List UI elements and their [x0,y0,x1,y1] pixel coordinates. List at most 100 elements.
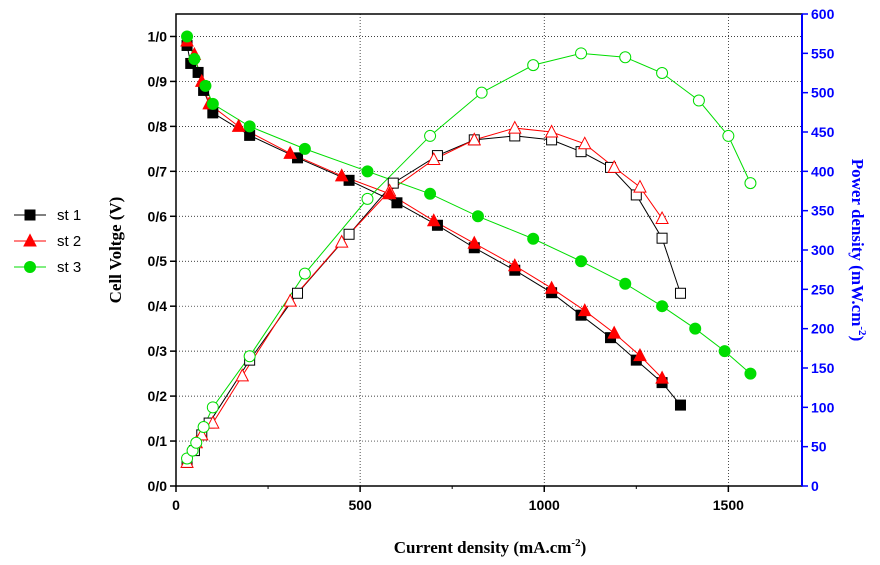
voltage-line-st-3 [186,36,751,374]
voltage-point-st-2 [283,145,297,159]
power-line-st-1 [186,135,681,463]
power-point-st-2 [235,368,250,382]
power-point-st-1 [674,287,686,299]
legend-label-st-2: st 2 [57,233,81,250]
voltage-point-st-3 [619,277,632,290]
y-left-tick-label: 0/1 [148,433,168,449]
voltage-point-st-3 [243,120,256,133]
voltage-point-st-3 [188,52,201,65]
voltage-point-st-2 [633,348,647,362]
voltage-point-st-3 [656,300,669,313]
power-point-st-3 [575,47,588,60]
voltage-point-st-2 [467,235,482,249]
y-left-tick-label: 0/4 [148,298,168,314]
power-point-st-3 [692,94,705,107]
y-left-tick-label: 0/8 [148,118,168,134]
power-line-st-3 [186,52,751,459]
y-left-tick-label: 0/2 [148,388,168,404]
x-axis: 0 500 1000 1500 [172,486,744,513]
voltage-point-st-3 [744,367,757,380]
power-point-st-3 [722,129,735,142]
power-point-st-3 [527,59,540,72]
power-point-st-2 [426,151,441,166]
power-point-st-3 [190,436,203,449]
x-tick-label: 500 [348,497,372,513]
legend: st 1 st 2 st 3 [14,207,81,276]
y-right-tick-label: 300 [811,242,835,258]
voltage-point-st-3 [689,322,702,335]
power-point-st-3 [424,129,437,142]
y-right-tick-label: 600 [811,6,835,22]
voltage-point-st-2 [334,168,349,182]
y-axis-left-title: Cell Voltge (V) [106,197,125,304]
power-point-st-2 [334,234,349,248]
voltage-point-st-3 [181,30,194,43]
y-left-tick-label: 0/5 [148,253,168,269]
power-point-st-1 [387,177,399,189]
power-point-st-2 [283,293,297,307]
voltage-point-st-3 [575,255,588,268]
voltage-point-st-2 [507,258,522,272]
legend-label-st-1: st 1 [57,207,81,224]
y-right-tick-label: 450 [811,124,835,140]
series-markers [180,30,757,468]
voltage-point-st-3 [471,210,484,223]
voltage-point-st-1 [192,66,204,78]
power-point-st-1 [343,228,355,240]
x-tick-label: 0 [172,497,180,513]
voltage-point-st-3 [361,165,374,178]
legend-label-st-3: st 3 [57,259,81,276]
voltage-point-st-2 [577,303,592,317]
y-left-tick-label: 0/9 [148,73,168,89]
y-right-tick-label: 400 [811,163,835,179]
x-tick-label: 1500 [713,497,744,513]
voltage-point-st-3 [424,187,437,200]
voltage-point-st-1 [391,197,403,209]
y-right-tick-label: 150 [811,360,835,376]
y-right-tick-label: 200 [811,321,835,337]
y-left-tick-label: 0/0 [148,478,168,494]
power-point-st-3 [243,350,256,363]
voltage-point-st-1 [674,399,686,411]
y-right-tick-label: 50 [811,439,827,455]
y-left-tick-label: 0/7 [148,163,168,179]
y-left-tick-label: 0/6 [148,208,168,224]
legend-marker-st-2 [23,233,37,247]
y-left-tick-label: 0/3 [148,343,168,359]
power-point-st-3 [197,421,210,433]
voltage-point-st-2 [544,280,559,294]
power-point-st-3 [361,192,374,205]
voltage-point-st-2 [655,370,669,384]
y-right-tick-label: 550 [811,45,835,61]
voltage-point-st-3 [206,97,219,110]
voltage-point-st-3 [199,79,212,92]
y-axis-right: 0 50 100 150 200 250 300 350 400 450 500 550 600 [802,6,835,494]
power-point-st-3 [206,401,219,414]
series-lines [186,36,751,463]
voltage-point-st-2 [426,213,441,227]
y-right-tick-label: 250 [811,281,835,297]
power-point-st-2 [577,136,592,150]
power-point-st-3 [475,86,488,99]
y-right-tick-label: 0 [811,478,819,494]
y-right-tick-label: 500 [811,85,835,101]
power-line-st-2 [186,127,663,463]
power-point-st-2 [544,124,559,138]
power-point-st-2 [655,210,669,225]
legend-marker-st-3 [24,261,36,273]
power-point-st-2 [205,415,220,429]
y-axis-left: 0/0 0/1 0/2 0/3 0/4 0/5 0/6 0/7 0/8 0/9 1/0 [148,28,176,494]
power-point-st-1 [292,287,304,299]
power-point-st-2 [467,132,482,146]
power-point-st-1 [656,232,668,244]
power-point-st-2 [607,159,622,173]
voltage-line-st-2 [186,40,663,379]
plot-frame [175,13,803,487]
legend-marker-st-1 [24,209,36,221]
power-point-st-2 [507,120,522,134]
power-point-st-3 [298,267,311,280]
power-point-st-3 [744,177,757,190]
power-point-st-3 [656,67,669,79]
y-right-tick-label: 350 [811,203,835,219]
